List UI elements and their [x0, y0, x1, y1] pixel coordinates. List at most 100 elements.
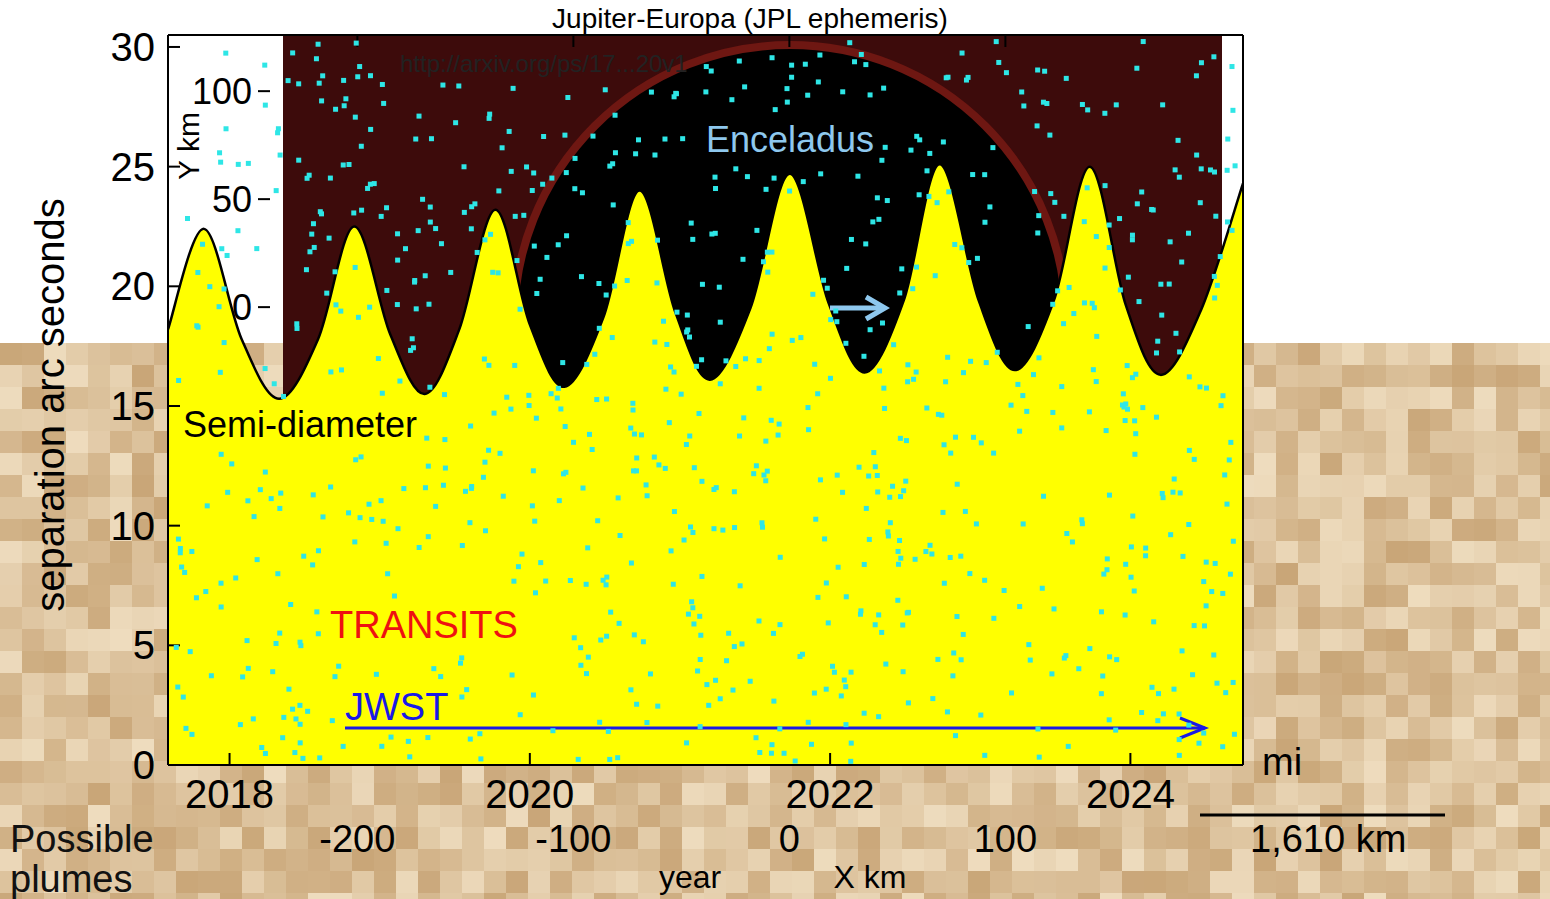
texture-tile — [1210, 871, 1232, 893]
texture-tile — [1188, 849, 1210, 871]
texture-tile — [1166, 849, 1188, 871]
star-dot — [1032, 189, 1037, 194]
texture-tile — [946, 827, 968, 849]
texture-tile — [1276, 695, 1298, 717]
texture-tile — [1364, 717, 1386, 739]
texture-tile — [110, 585, 132, 607]
texture-tile — [1364, 871, 1386, 893]
texture-tile — [1518, 893, 1540, 899]
star-dot — [1220, 393, 1225, 398]
texture-tile — [1342, 387, 1364, 409]
frame-right — [1242, 35, 1244, 765]
texture-tile — [1298, 387, 1320, 409]
texture-tile — [1254, 431, 1276, 453]
texture-tile — [1144, 893, 1166, 899]
texture-tile — [1452, 409, 1474, 431]
texture-tile — [1540, 849, 1550, 871]
texture-tile — [1518, 453, 1540, 475]
texture-tile — [110, 431, 132, 453]
texture-tile — [1408, 893, 1430, 899]
texture-tile — [1364, 585, 1386, 607]
texture-tile — [1386, 695, 1408, 717]
x-tick — [1129, 753, 1131, 765]
texture-tile — [330, 783, 352, 805]
texture-tile — [440, 805, 462, 827]
texture-tile — [572, 871, 594, 893]
texture-tile — [1342, 607, 1364, 629]
texture-tile — [1166, 893, 1188, 899]
texture-tile — [1540, 893, 1550, 899]
texture-tile — [1232, 871, 1254, 893]
texture-tile — [1518, 761, 1540, 783]
texture-tile — [1518, 497, 1540, 519]
texture-tile — [506, 871, 528, 893]
texture-tile — [1056, 849, 1078, 871]
texture-tile — [0, 343, 22, 365]
texture-tile — [1342, 893, 1364, 899]
texture-tile — [110, 475, 132, 497]
texture-tile — [396, 827, 418, 849]
star-dot — [433, 504, 438, 509]
texture-tile — [1430, 541, 1452, 563]
star-dot — [475, 250, 480, 255]
texture-tile — [1364, 343, 1386, 365]
texture-tile — [1320, 585, 1342, 607]
texture-tile — [1254, 893, 1276, 899]
texture-tile — [1474, 431, 1496, 453]
texture-tile — [1122, 893, 1144, 899]
y-tick — [168, 405, 180, 407]
texture-tile — [902, 783, 924, 805]
texture-tile — [594, 871, 616, 893]
texture-tile — [1034, 783, 1056, 805]
star-dot — [810, 292, 815, 297]
texture-tile — [1276, 563, 1298, 585]
texture-tile — [1386, 475, 1408, 497]
texture-tile — [88, 695, 110, 717]
texture-tile — [1254, 475, 1276, 497]
texture-tile — [1540, 541, 1550, 563]
texture-tile — [968, 893, 990, 899]
texture-tile — [1408, 783, 1430, 805]
texture-tile — [1386, 409, 1408, 431]
texture-tile — [1452, 563, 1474, 585]
texture-tile — [1298, 783, 1320, 805]
texture-tile — [1518, 629, 1540, 651]
texture-tile — [1254, 607, 1276, 629]
star-dot — [490, 270, 495, 275]
texture-tile — [1364, 365, 1386, 387]
chart: 0510152025302018202020222024-200-1000100… — [0, 0, 1550, 899]
texture-tile — [1342, 343, 1364, 365]
texture-tile — [1474, 541, 1496, 563]
star-dot — [618, 533, 623, 538]
texture-tile — [308, 893, 330, 899]
texture-tile — [462, 849, 484, 871]
star-dot — [699, 479, 704, 484]
texture-tile — [1232, 893, 1254, 899]
texture-tile — [0, 717, 22, 739]
texture-tile — [924, 871, 946, 893]
texture-tile — [726, 849, 748, 871]
texture-tile — [66, 783, 88, 805]
texture-tile — [1320, 673, 1342, 695]
star-dot — [320, 73, 325, 78]
texture-tile — [1276, 343, 1298, 365]
texture-tile — [1430, 893, 1452, 899]
texture-tile — [1496, 871, 1518, 893]
texture-tile — [1298, 431, 1320, 453]
texture-tile — [1320, 365, 1342, 387]
texture-tile — [1342, 695, 1364, 717]
texture-tile — [1364, 387, 1386, 409]
texture-tile — [1430, 849, 1452, 871]
star-dot — [723, 358, 728, 363]
texture-tile — [1430, 585, 1452, 607]
texture-tile — [1496, 673, 1518, 695]
texture-tile — [1474, 563, 1496, 585]
star-dot — [246, 161, 251, 166]
texture-tile — [550, 893, 572, 899]
star-dot — [290, 50, 295, 55]
star-dot — [407, 754, 412, 759]
texture-tile — [1364, 695, 1386, 717]
texture-tile — [1518, 717, 1540, 739]
star-dot — [966, 260, 971, 265]
y-tick — [168, 764, 180, 766]
